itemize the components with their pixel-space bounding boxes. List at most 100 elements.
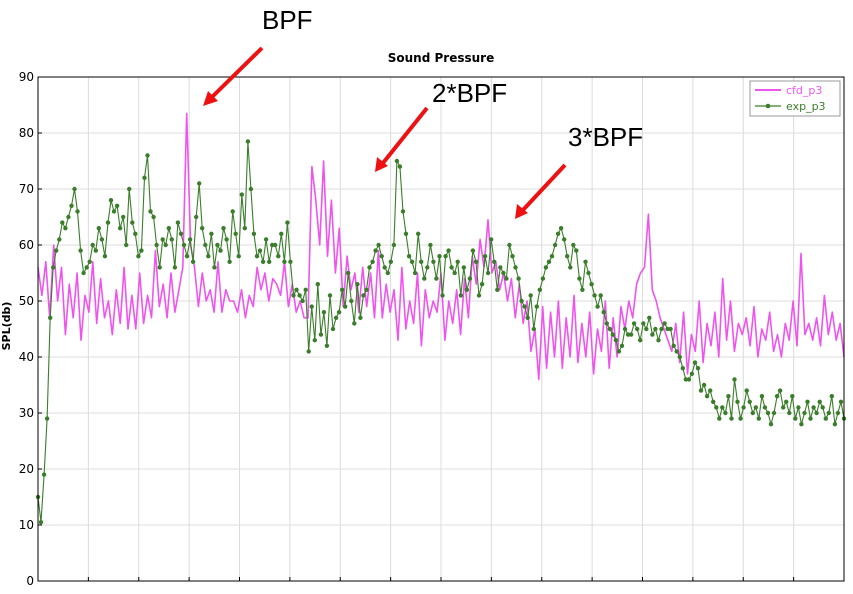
data-point	[674, 349, 679, 354]
data-point	[349, 298, 354, 304]
y-tick-label: 20	[19, 462, 34, 476]
data-point	[504, 276, 509, 281]
data-point	[99, 237, 105, 242]
data-point	[318, 332, 324, 337]
data-point	[513, 265, 518, 270]
data-point	[212, 265, 217, 270]
data-point	[254, 254, 260, 259]
data-point	[54, 248, 59, 253]
data-point	[221, 226, 226, 231]
data-point	[102, 254, 108, 259]
data-point	[151, 214, 156, 220]
data-point	[87, 259, 92, 264]
data-point	[635, 326, 640, 332]
arrow-2bpf-head	[375, 157, 388, 172]
data-point	[720, 405, 725, 410]
data-point	[108, 198, 114, 203]
data-point	[470, 248, 476, 253]
data-point	[90, 242, 95, 248]
data-point	[781, 405, 786, 410]
data-point	[303, 287, 308, 292]
data-point	[285, 220, 290, 225]
data-point	[251, 231, 257, 236]
data-point	[133, 231, 138, 236]
data-point	[367, 265, 372, 270]
data-point	[391, 242, 397, 248]
data-point	[826, 410, 831, 416]
data-point	[711, 399, 716, 404]
legend-marker-exp-p3	[765, 103, 771, 109]
annotation-2bpf: 2*BPF	[432, 78, 508, 108]
series-exp-p3	[35, 139, 847, 525]
data-point	[680, 366, 685, 371]
data-point	[698, 388, 704, 393]
data-point	[422, 276, 427, 281]
data-point	[291, 293, 296, 298]
data-point	[492, 259, 497, 264]
data-point	[114, 203, 120, 208]
data-point	[796, 405, 801, 410]
data-point	[227, 259, 232, 264]
data-point	[388, 259, 393, 264]
data-point	[574, 248, 579, 253]
data-point	[93, 248, 99, 253]
data-point	[461, 265, 466, 270]
data-point	[610, 332, 615, 337]
data-point	[197, 181, 202, 186]
data-point	[330, 326, 336, 332]
data-point	[750, 410, 755, 416]
data-point	[364, 287, 369, 292]
data-point	[452, 270, 457, 276]
data-point	[209, 231, 214, 236]
data-point	[458, 293, 463, 298]
data-point	[644, 326, 649, 332]
data-point	[562, 237, 567, 242]
legend: cfd_p3 exp_p3	[749, 80, 841, 117]
data-point	[346, 270, 351, 276]
data-point	[829, 394, 834, 399]
data-point	[546, 259, 552, 264]
data-point	[814, 410, 819, 416]
data-point	[771, 410, 777, 416]
data-point	[738, 416, 743, 421]
grid-lines	[38, 77, 844, 581]
data-point	[507, 242, 512, 248]
data-point	[832, 422, 838, 427]
data-point	[409, 259, 415, 264]
data-point	[799, 422, 804, 427]
data-point	[686, 377, 692, 382]
arrow-2bpf	[381, 106, 429, 165]
legend-label-exp-p3: exp_p3	[786, 100, 826, 113]
annotation-3bpf: 3*BPF	[568, 122, 644, 152]
data-point	[267, 259, 272, 264]
data-point	[148, 209, 153, 214]
data-point	[343, 304, 348, 309]
y-tick-label: 80	[19, 126, 34, 140]
data-point	[166, 226, 171, 231]
data-point	[169, 237, 174, 242]
legend-box	[749, 80, 841, 117]
data-point	[540, 276, 546, 281]
data-point	[403, 231, 409, 236]
data-point	[476, 293, 482, 298]
data-point	[595, 304, 600, 309]
data-point	[263, 237, 269, 242]
data-point	[817, 399, 822, 404]
data-point	[194, 214, 199, 220]
data-point	[136, 254, 141, 259]
plot-frame	[37, 76, 845, 582]
data-point	[790, 394, 795, 399]
data-point	[802, 410, 807, 416]
data-point	[820, 405, 825, 410]
data-point	[552, 242, 558, 248]
data-point	[184, 254, 190, 259]
data-point	[412, 270, 418, 276]
arrow-3bpf	[521, 163, 567, 212]
data-point	[747, 399, 752, 404]
data-point	[662, 321, 667, 326]
chart-title: Sound Pressure	[388, 51, 494, 65]
data-point	[419, 259, 424, 264]
data-point	[668, 326, 673, 332]
data-point	[601, 310, 606, 315]
data-point	[69, 203, 74, 208]
